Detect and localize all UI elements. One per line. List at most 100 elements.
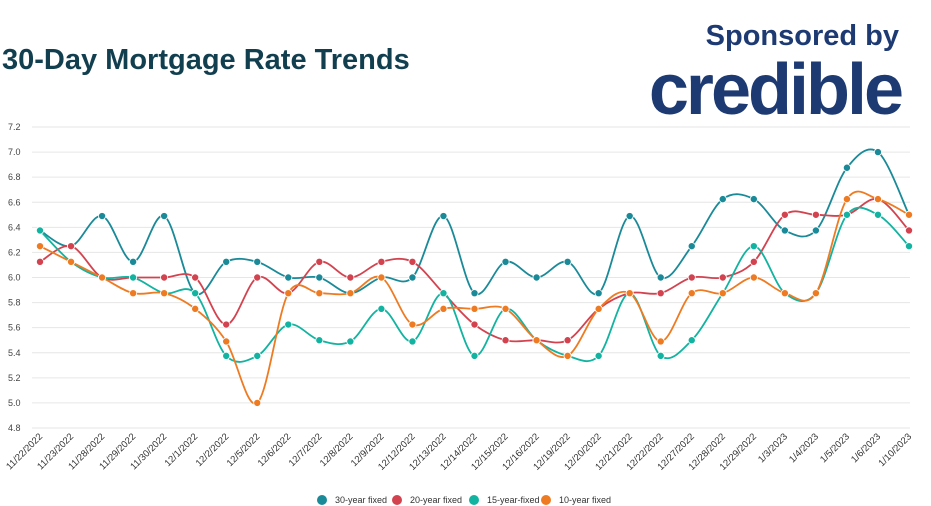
data-point [656,351,665,360]
data-point [749,195,758,204]
y-tick-label: 5.0 [8,398,21,408]
data-point [470,351,479,360]
data-point [284,289,293,298]
data-point [439,304,448,313]
data-point [811,210,820,219]
data-point [873,195,882,204]
data-point [315,257,324,266]
data-point [129,289,138,298]
data-point [842,210,851,219]
data-point [222,351,231,360]
series-line [39,206,910,363]
data-point [563,257,572,266]
data-point [718,273,727,282]
data-point [284,273,293,282]
data-point [160,273,169,282]
data-point [842,195,851,204]
legend-swatch [541,495,551,505]
y-tick-label: 6.2 [8,247,21,257]
data-point [67,242,76,251]
data-point [222,320,231,329]
data-point [253,398,262,407]
data-point [563,336,572,345]
data-point [501,336,510,345]
data-point [439,289,448,298]
data-point [160,212,169,221]
data-point [470,289,479,298]
data-point [625,289,634,298]
data-point [718,289,727,298]
legend-label: 20-year fixed [410,495,462,505]
data-point [439,212,448,221]
data-point [346,289,355,298]
legend-label: 30-year fixed [335,495,387,505]
legend-swatch [392,495,402,505]
data-point [470,304,479,313]
data-point [191,304,200,313]
data-point [470,320,479,329]
legend-label: 10-year fixed [559,495,611,505]
data-point [625,212,634,221]
data-point [811,226,820,235]
y-tick-label: 6.6 [8,197,21,207]
data-point [36,242,45,251]
y-tick-label: 6.8 [8,172,21,182]
y-tick-label: 5.2 [8,373,21,383]
data-point [873,148,882,157]
data-point [191,273,200,282]
x-tick-label: 1/3/2023 [756,431,790,465]
x-tick-label: 1/4/2023 [787,431,821,465]
data-point [905,226,914,235]
data-point [315,289,324,298]
page-title: 30-Day Mortgage Rate Trends [2,44,410,76]
data-point [656,337,665,346]
data-point [842,163,851,172]
y-tick-label: 5.6 [8,323,21,333]
data-point [749,273,758,282]
data-point [408,337,417,346]
data-point [222,337,231,346]
data-point [780,226,789,235]
brand-logo: credible [648,50,904,130]
data-point [780,210,789,219]
data-point [36,257,45,266]
data-point [594,304,603,313]
data-point [253,257,262,266]
data-point [377,257,386,266]
y-tick-label: 7.2 [8,122,21,132]
data-point [315,336,324,345]
data-point [377,304,386,313]
data-point [284,320,293,329]
x-tick-label: 1/10/2023 [876,431,914,469]
data-point [160,289,169,298]
y-tick-label: 7.0 [8,147,21,157]
data-point [501,304,510,313]
sponsor-label: Sponsored by [705,20,899,52]
data-point [346,273,355,282]
data-point [501,257,510,266]
y-tick-label: 5.4 [8,348,21,358]
data-point [532,336,541,345]
x-axis: 11/22/202211/23/202211/28/202211/29/2022… [4,431,914,472]
data-point [408,273,417,282]
data-point [98,212,107,221]
data-point [377,273,386,282]
legend-swatch [317,495,327,505]
legend-label: 15-year-fixed [487,495,540,505]
data-point [687,273,696,282]
y-tick-label: 4.8 [8,423,21,433]
legend-swatch [469,495,479,505]
y-tick-label: 6.4 [8,222,21,232]
data-point [315,273,324,282]
data-point [656,289,665,298]
data-point [656,273,665,282]
data-point [408,320,417,329]
chart-series [39,148,910,405]
data-point [98,273,107,282]
data-point [905,242,914,251]
x-tick-label: 1/5/2023 [818,431,852,465]
data-point [563,351,572,360]
data-point [191,289,200,298]
y-tick-label: 6.0 [8,273,21,283]
chart-legend: 30-year fixed 20-year fixed 15-year-fixed 1… [317,495,611,505]
